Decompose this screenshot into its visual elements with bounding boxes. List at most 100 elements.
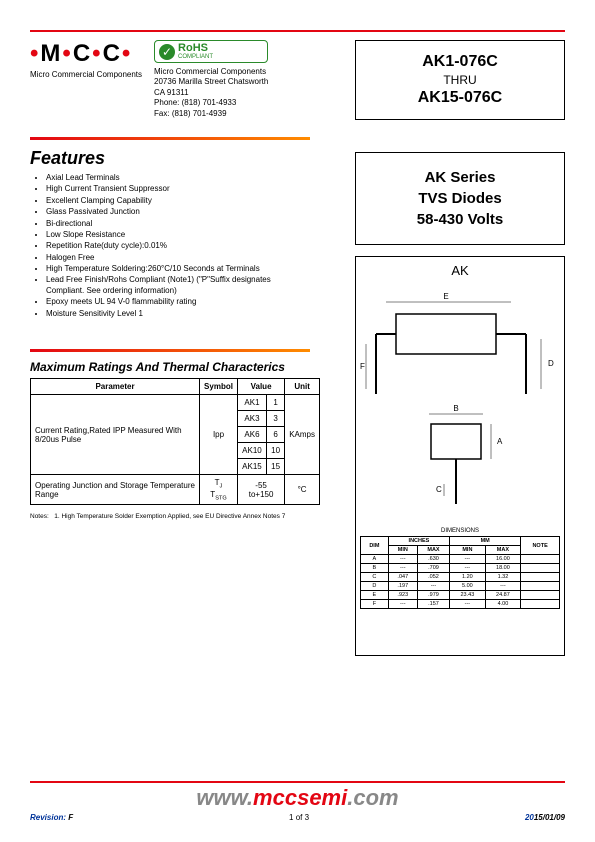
- feature-item: Low Slope Resistance: [46, 230, 310, 240]
- ipp-val: 6: [266, 427, 284, 443]
- footer-meta: Revision: F 1 of 3 2015/01/09: [30, 813, 565, 822]
- dim-cell: E: [361, 591, 389, 600]
- ipp-part: AK3: [237, 411, 266, 427]
- dim-cell: C: [361, 573, 389, 582]
- dim-cell: [521, 564, 560, 573]
- svg-text:E: E: [443, 292, 448, 301]
- company-info: Micro Commercial Components 20736 Marill…: [154, 67, 268, 119]
- dim-th-max2: MAX: [485, 546, 521, 555]
- company-addr1: 20736 Marilla Street Chatsworth: [154, 77, 268, 87]
- revision: Revision: F: [30, 813, 73, 822]
- gradient-divider-2: [30, 349, 310, 352]
- svg-text:A: A: [497, 437, 503, 446]
- part-top: AK1-076C: [374, 53, 546, 71]
- dim-cell: 16.00: [485, 555, 521, 564]
- dim-cell: 1.32: [485, 573, 521, 582]
- footer-divider: [30, 781, 565, 783]
- dim-cell: [521, 600, 560, 609]
- gradient-divider: [30, 137, 310, 140]
- ipp-val: 10: [266, 443, 284, 459]
- url-www: www.: [196, 785, 253, 810]
- ipp-val: 3: [266, 411, 284, 427]
- ipp-symbol: Ipp: [200, 395, 238, 475]
- dim-caption: DIMENSIONS: [360, 528, 560, 534]
- feature-item: Epoxy meets UL 94 V-0 flammability ratin…: [46, 297, 310, 307]
- svg-text:D: D: [548, 359, 554, 368]
- package-diagram: E D F B A C: [356, 284, 564, 524]
- ipp-val: 1: [266, 395, 284, 411]
- ratings-table: Parameter Symbol Value Unit Current Rati…: [30, 378, 320, 505]
- footer-url: www.mccsemi.com: [30, 785, 565, 811]
- dim-cell: ---: [388, 600, 417, 609]
- feature-item: Moisture Sensitivity Level 1: [46, 309, 310, 319]
- series-l2: TVS Diodes: [366, 188, 554, 209]
- dim-cell: F: [361, 600, 389, 609]
- dim-th-max1: MAX: [417, 546, 449, 555]
- temp-value: -55 to+150: [237, 475, 284, 505]
- part-bottom: AK15-076C: [374, 89, 546, 107]
- feature-item: High Current Transient Suppressor: [46, 184, 310, 194]
- diagram-title: AK: [356, 257, 564, 284]
- ratings-section: Maximum Ratings And Thermal Characterics…: [30, 349, 320, 520]
- url-domain: mccsemi: [253, 785, 347, 810]
- dim-cell: 5.00: [450, 582, 486, 591]
- ipp-part: AK1: [237, 395, 266, 411]
- dim-cell: .052: [417, 573, 449, 582]
- notes-label: Notes:: [30, 513, 49, 520]
- rohs-main: RoHS: [178, 43, 213, 54]
- dim-cell: [521, 582, 560, 591]
- features-list: Axial Lead TerminalsHigh Current Transie…: [30, 173, 310, 319]
- rohs-and-company: ✓ RoHS COMPLIANT Micro Commercial Compon…: [154, 40, 268, 119]
- check-icon: ✓: [159, 44, 175, 60]
- diagram-svg: E D F B A C: [356, 284, 566, 524]
- dim-cell: [521, 573, 560, 582]
- mcc-logo: •M•C•C•: [30, 40, 142, 68]
- feature-item: High Temperature Soldering:260°C/10 Seco…: [46, 264, 310, 274]
- dim-cell: ---: [450, 555, 486, 564]
- dim-cell: ---: [450, 564, 486, 573]
- ratings-title: Maximum Ratings And Thermal Characterics: [30, 360, 320, 374]
- dim-cell: .979: [417, 591, 449, 600]
- dim-cell: [521, 591, 560, 600]
- feature-item: Bi-directional: [46, 219, 310, 229]
- dim-cell: .157: [417, 600, 449, 609]
- ipp-val: 15: [266, 459, 284, 475]
- feature-item: Glass Passivated Junction: [46, 207, 310, 217]
- svg-text:F: F: [360, 362, 365, 371]
- ipp-param: Current Rating,Rated IPP Measured With 8…: [31, 395, 200, 475]
- footer-date: 2015/01/09: [525, 813, 565, 822]
- ipp-part: AK10: [237, 443, 266, 459]
- dim-th-dim: DIM: [361, 537, 389, 555]
- rohs-sub: COMPLIANT: [178, 54, 213, 60]
- rohs-badge: ✓ RoHS COMPLIANT: [154, 40, 268, 63]
- th-unit: Unit: [285, 379, 320, 395]
- ipp-part: AK6: [237, 427, 266, 443]
- th-value: Value: [237, 379, 284, 395]
- dim-cell: 1.20: [450, 573, 486, 582]
- svg-text:C: C: [436, 485, 442, 494]
- page-number: 1 of 3: [289, 813, 309, 822]
- notes: Notes: 1. High Temperature Solder Exempt…: [30, 513, 320, 520]
- mcc-subtitle: Micro Commercial Components: [30, 70, 142, 79]
- dim-cell: 23.43: [450, 591, 486, 600]
- dim-cell: .630: [417, 555, 449, 564]
- footer: www.mccsemi.com Revision: F 1 of 3 2015/…: [30, 781, 565, 822]
- feature-item: Lead Free Finish/Rohs Compliant (Note1) …: [46, 275, 310, 296]
- dim-cell: [521, 555, 560, 564]
- dim-cell: 4.00: [485, 600, 521, 609]
- th-symbol: Symbol: [200, 379, 238, 395]
- series-l3: 58-430 Volts: [366, 209, 554, 230]
- dim-cell: ---: [485, 582, 521, 591]
- feature-item: Excellent Clamping Capability: [46, 196, 310, 206]
- company-phone: Phone: (818) 701-4933: [154, 98, 268, 108]
- url-com: .com: [347, 785, 398, 810]
- dim-th-min1: MIN: [388, 546, 417, 555]
- dimensions-wrap: DIMENSIONS DIM INCHES MM NOTE MIN MAX MI…: [356, 524, 564, 613]
- dim-cell: .047: [388, 573, 417, 582]
- dimensions-table: DIM INCHES MM NOTE MIN MAX MIN MAX A---.…: [360, 536, 560, 609]
- dim-cell: ---: [450, 600, 486, 609]
- temp-param: Operating Junction and Storage Temperatu…: [31, 475, 200, 505]
- dim-th-mm: MM: [450, 537, 521, 546]
- part-number-box: AK1-076C THRU AK15-076C: [355, 40, 565, 120]
- ipp-part: AK15: [237, 459, 266, 475]
